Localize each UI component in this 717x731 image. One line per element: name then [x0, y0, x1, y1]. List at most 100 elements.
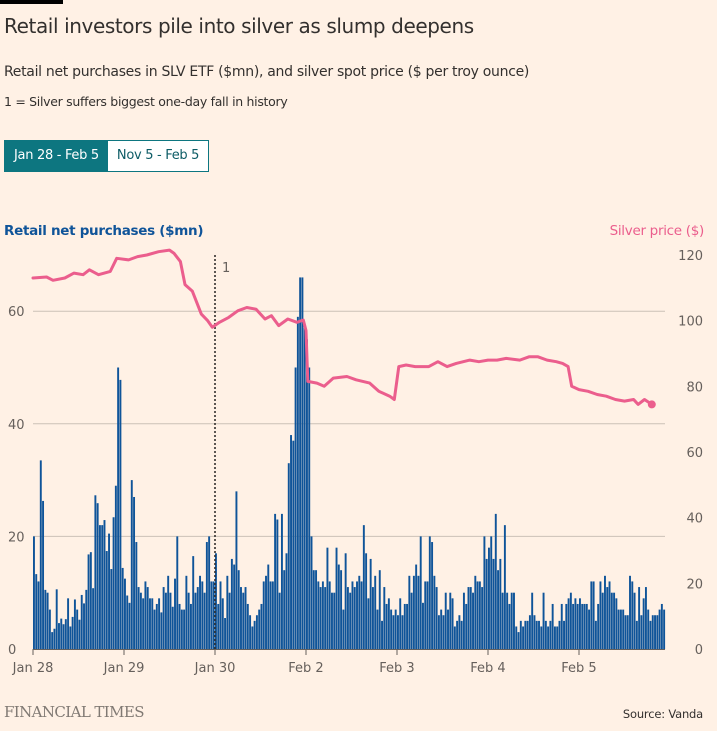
bar — [153, 609, 156, 649]
right-axis-title: Silver price ($) — [609, 223, 705, 239]
bar — [112, 517, 115, 649]
bar — [437, 615, 440, 649]
bar — [356, 581, 358, 649]
bar — [253, 620, 256, 649]
ft-logo: FINANCIAL TIMES — [4, 703, 145, 721]
bar — [599, 581, 602, 649]
bar — [126, 595, 129, 649]
bar — [312, 570, 315, 649]
source-note: Source: Vanda — [622, 707, 703, 721]
bar — [451, 598, 454, 649]
bar — [249, 615, 252, 649]
bar — [315, 570, 318, 649]
ft-top-bar — [0, 0, 63, 4]
bar — [199, 575, 201, 649]
bar — [619, 609, 622, 649]
bar — [303, 328, 306, 649]
bar — [563, 620, 565, 649]
bar — [626, 615, 629, 649]
bar — [581, 603, 584, 649]
bar — [180, 609, 183, 649]
bar — [412, 575, 415, 649]
bar — [46, 592, 49, 649]
bar — [403, 603, 406, 649]
bar — [212, 581, 215, 649]
bar — [328, 581, 331, 649]
bar — [431, 542, 434, 649]
bar — [331, 592, 333, 649]
bar — [349, 592, 352, 649]
bar — [629, 575, 631, 649]
right-axis-tick-label: 60 — [686, 446, 703, 461]
x-axis-tick-label: Feb 5 — [561, 661, 596, 676]
bar — [615, 598, 618, 649]
bar — [55, 589, 58, 649]
bar — [299, 277, 302, 649]
bar — [390, 609, 393, 649]
bar — [542, 592, 545, 649]
bar — [569, 592, 572, 649]
bar — [287, 463, 290, 649]
bar — [540, 626, 543, 649]
bar — [517, 632, 520, 649]
bar — [613, 592, 616, 649]
annotation-group: 1 — [214, 255, 230, 649]
bar — [426, 581, 429, 649]
bar — [258, 609, 261, 649]
bar — [444, 592, 447, 649]
bar — [310, 536, 313, 649]
bar — [337, 564, 340, 649]
bar — [205, 542, 208, 649]
bar — [406, 603, 409, 649]
bar — [301, 277, 304, 649]
date-range-toggle: Jan 28 - Feb 5 Nov 5 - Feb 5 — [4, 140, 210, 172]
x-axis-tick-label: Jan 29 — [103, 661, 145, 676]
bar — [485, 558, 488, 649]
bar — [235, 491, 238, 649]
bar — [497, 570, 500, 649]
bar — [353, 587, 356, 649]
bar — [96, 503, 99, 649]
left-axis-tick-label: 60 — [8, 305, 25, 320]
bar — [178, 603, 181, 649]
bar — [440, 609, 443, 649]
bar — [83, 603, 85, 649]
bar — [210, 581, 213, 649]
bar — [453, 626, 456, 649]
bar — [476, 581, 479, 649]
bar — [506, 592, 509, 649]
bar — [39, 460, 42, 649]
bar — [624, 615, 627, 649]
bar — [583, 603, 586, 649]
bar — [604, 575, 606, 649]
bar — [442, 615, 445, 649]
bar — [533, 615, 536, 649]
bar — [490, 536, 493, 649]
bar — [215, 553, 217, 649]
bar — [44, 589, 47, 649]
bar — [219, 581, 222, 649]
bar — [324, 587, 327, 649]
bar — [164, 592, 167, 649]
bar — [346, 587, 349, 649]
bar — [478, 581, 481, 649]
bar — [381, 620, 383, 649]
bar — [594, 620, 597, 649]
bar — [460, 620, 463, 649]
tab-nov5-feb5[interactable]: Nov 5 - Feb 5 — [107, 141, 209, 171]
bar — [58, 623, 60, 649]
bar — [335, 547, 338, 649]
bar — [483, 536, 486, 649]
bar — [85, 589, 88, 649]
bar — [119, 379, 122, 649]
bar — [142, 598, 145, 649]
bar — [290, 435, 292, 649]
bar — [458, 615, 461, 649]
x-axis-tick-label: Feb 3 — [379, 661, 414, 676]
bar — [344, 553, 347, 649]
tab-jan28-feb5[interactable]: Jan 28 - Feb 5 — [5, 141, 108, 171]
right-axis-tick-label: 20 — [686, 577, 703, 592]
bar — [194, 592, 197, 649]
bar — [221, 598, 224, 649]
bar — [265, 575, 267, 649]
